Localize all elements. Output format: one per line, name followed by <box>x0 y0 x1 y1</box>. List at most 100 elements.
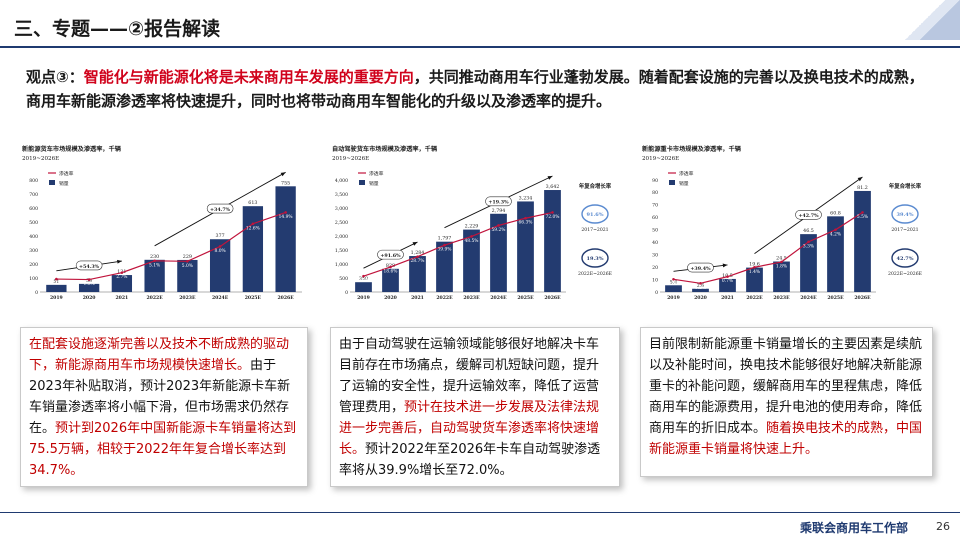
bar <box>177 259 198 292</box>
bar-value-label: 755 <box>281 180 290 186</box>
side-panel-period: 2017~2021 <box>581 227 608 233</box>
penetration-point <box>153 259 156 263</box>
x-tick-label: 2024E <box>212 295 229 301</box>
penetration-label: 4.2% <box>830 232 841 237</box>
bar-value-label: 81.2 <box>857 185 868 191</box>
description-segment: 预计2022年至2026年卡车自动驾驶渗透率将从39.9%增长至72.0%。 <box>339 442 601 478</box>
description-segment: 由于2023年补贴取消，预计2023年新能源卡车新车销量渗透率将小幅下滑，但市场… <box>29 358 291 436</box>
y-tick-label: 400 <box>29 234 38 240</box>
description-box-autonomous-truck: 由于自动驾驶在运输领域能够很好地解决卡车目前存在市场痛点，缓解司机短缺问题，提升… <box>330 327 620 487</box>
y-tick-label: 200 <box>29 262 38 268</box>
x-tick-label: 2025E <box>245 295 262 301</box>
bar-value-label: 3,234 <box>519 195 533 201</box>
penetration-label: 1.4% <box>749 270 760 275</box>
chart-new-energy-heavy-truck: 新能源重卡市场规模及渗透率，千辆 2019~2026E 0 10 20 30 40 50 60 7… <box>642 145 922 301</box>
y-tick-label: 50 <box>652 228 658 234</box>
y-tick-label: 40 <box>652 240 658 246</box>
penetration-label: 0.2% <box>695 286 706 291</box>
y-tick-label: 30 <box>652 252 658 258</box>
bar <box>517 201 534 292</box>
y-tick-label: 600 <box>29 206 38 212</box>
x-tick-label: 2019 <box>667 295 680 301</box>
side-panel-value: 19.3% <box>587 256 604 262</box>
legend-entry: 销量 <box>679 180 689 187</box>
chart-title: 新能源重卡市场规模及渗透率，千辆 <box>642 145 742 153</box>
bar <box>111 275 133 292</box>
side-panel-value: 39.4% <box>897 212 914 218</box>
bar <box>544 190 561 292</box>
legend-entry: 渗透率 <box>59 170 74 177</box>
penetration-label: 72.0% <box>546 215 560 220</box>
bar-value-label: 19.6 <box>749 262 760 268</box>
footer-org: 乘联会商用车工作部 <box>799 521 908 535</box>
bar <box>490 213 507 292</box>
side-panel-ring <box>581 248 609 268</box>
penetration-label: 28.7% <box>411 259 425 264</box>
penetration-label: 5.0% <box>182 264 193 269</box>
bar-value-label: 46.5 <box>803 228 814 234</box>
bar <box>144 259 165 292</box>
bar <box>209 239 231 292</box>
y-tick-label: 90 <box>652 178 658 184</box>
penetration-label: 66.3% <box>519 221 533 226</box>
penetration-point <box>55 277 58 281</box>
legend-entry: 销量 <box>59 180 69 187</box>
penetration-label: 59.2% <box>492 228 506 233</box>
cagr-badge <box>206 203 234 214</box>
x-tick-label: 2020 <box>384 295 397 301</box>
chart-subtitle: 2019~2026E <box>332 156 369 162</box>
cagr-arrow-head <box>722 263 728 268</box>
x-tick-label: 2019 <box>50 295 63 301</box>
bar-value-label: 58 <box>86 278 92 284</box>
penetration-point <box>416 255 419 258</box>
x-tick-label: 2022E <box>436 295 453 301</box>
legend-entry: 销量 <box>369 180 379 187</box>
penetration-label: 8.0% <box>215 249 226 254</box>
x-tick-label: 2023E <box>179 295 196 301</box>
cagr-label: +39.4% <box>690 266 711 272</box>
penetration-point <box>251 222 255 226</box>
bar <box>242 206 264 292</box>
y-tick-label: 3,000 <box>335 206 348 212</box>
y-tick-label: 20 <box>652 265 658 271</box>
viewpoint-paragraph: 观点③：智能化与新能源化将是未来商用车发展的重要方向，共同推动商用车行业蓬勃发展… <box>26 65 936 113</box>
penetration-point <box>726 275 729 278</box>
side-panel-ring <box>581 204 609 224</box>
penetration-line <box>56 211 286 281</box>
y-tick-label: 80 <box>652 190 658 196</box>
penetration-label: 48.5% <box>465 239 479 244</box>
description-segment: 在配套设施逐渐完善以及技术不断成熟的驱动下，新能源商用车市场规模快速增长。 <box>29 337 290 373</box>
bar-value-label: 230 <box>150 254 159 260</box>
bar <box>854 190 871 292</box>
x-tick-label: 2019 <box>357 295 370 301</box>
bar <box>275 186 296 292</box>
bar-value-label: 350 <box>359 276 368 282</box>
bar <box>773 261 790 292</box>
penetration-point <box>834 228 837 232</box>
x-tick-label: 2024E <box>490 295 507 301</box>
bar <box>409 256 426 292</box>
bar-value-label: 377 <box>216 233 225 239</box>
penetration-point <box>497 224 500 227</box>
bar-value-label: 1,797 <box>438 236 452 242</box>
chart-subtitle: 2019~2026E <box>642 156 679 162</box>
x-tick-label: 2023E <box>773 295 790 301</box>
description-segment: 随着换电技术的成熟，中国新能源重卡销量将快速上升。 <box>649 421 923 457</box>
cagr-label: +91.6% <box>380 253 401 259</box>
side-panel-ring <box>891 248 919 268</box>
side-panel-title: 年复合增长率 <box>889 182 922 190</box>
chart-new-energy-truck: 新能源货车市场规模及渗透率，千辆 2019~2026E 0 100 200 300 400 5… <box>22 145 302 301</box>
title-underline <box>0 46 960 48</box>
chart-subtitle: 2019~2026E <box>22 156 59 162</box>
penetration-label: 5.5% <box>857 215 868 220</box>
penetration-point <box>362 274 365 278</box>
penetration-point <box>807 240 810 244</box>
cagr-label: +54.3% <box>79 264 100 270</box>
bar <box>719 278 736 292</box>
penetration-point <box>524 216 527 220</box>
penetration-point <box>861 211 864 214</box>
legend-bar-swatch <box>49 180 55 185</box>
cagr-badge <box>687 262 714 273</box>
y-tick-label: 0 <box>345 290 348 296</box>
penetration-line <box>363 211 553 277</box>
